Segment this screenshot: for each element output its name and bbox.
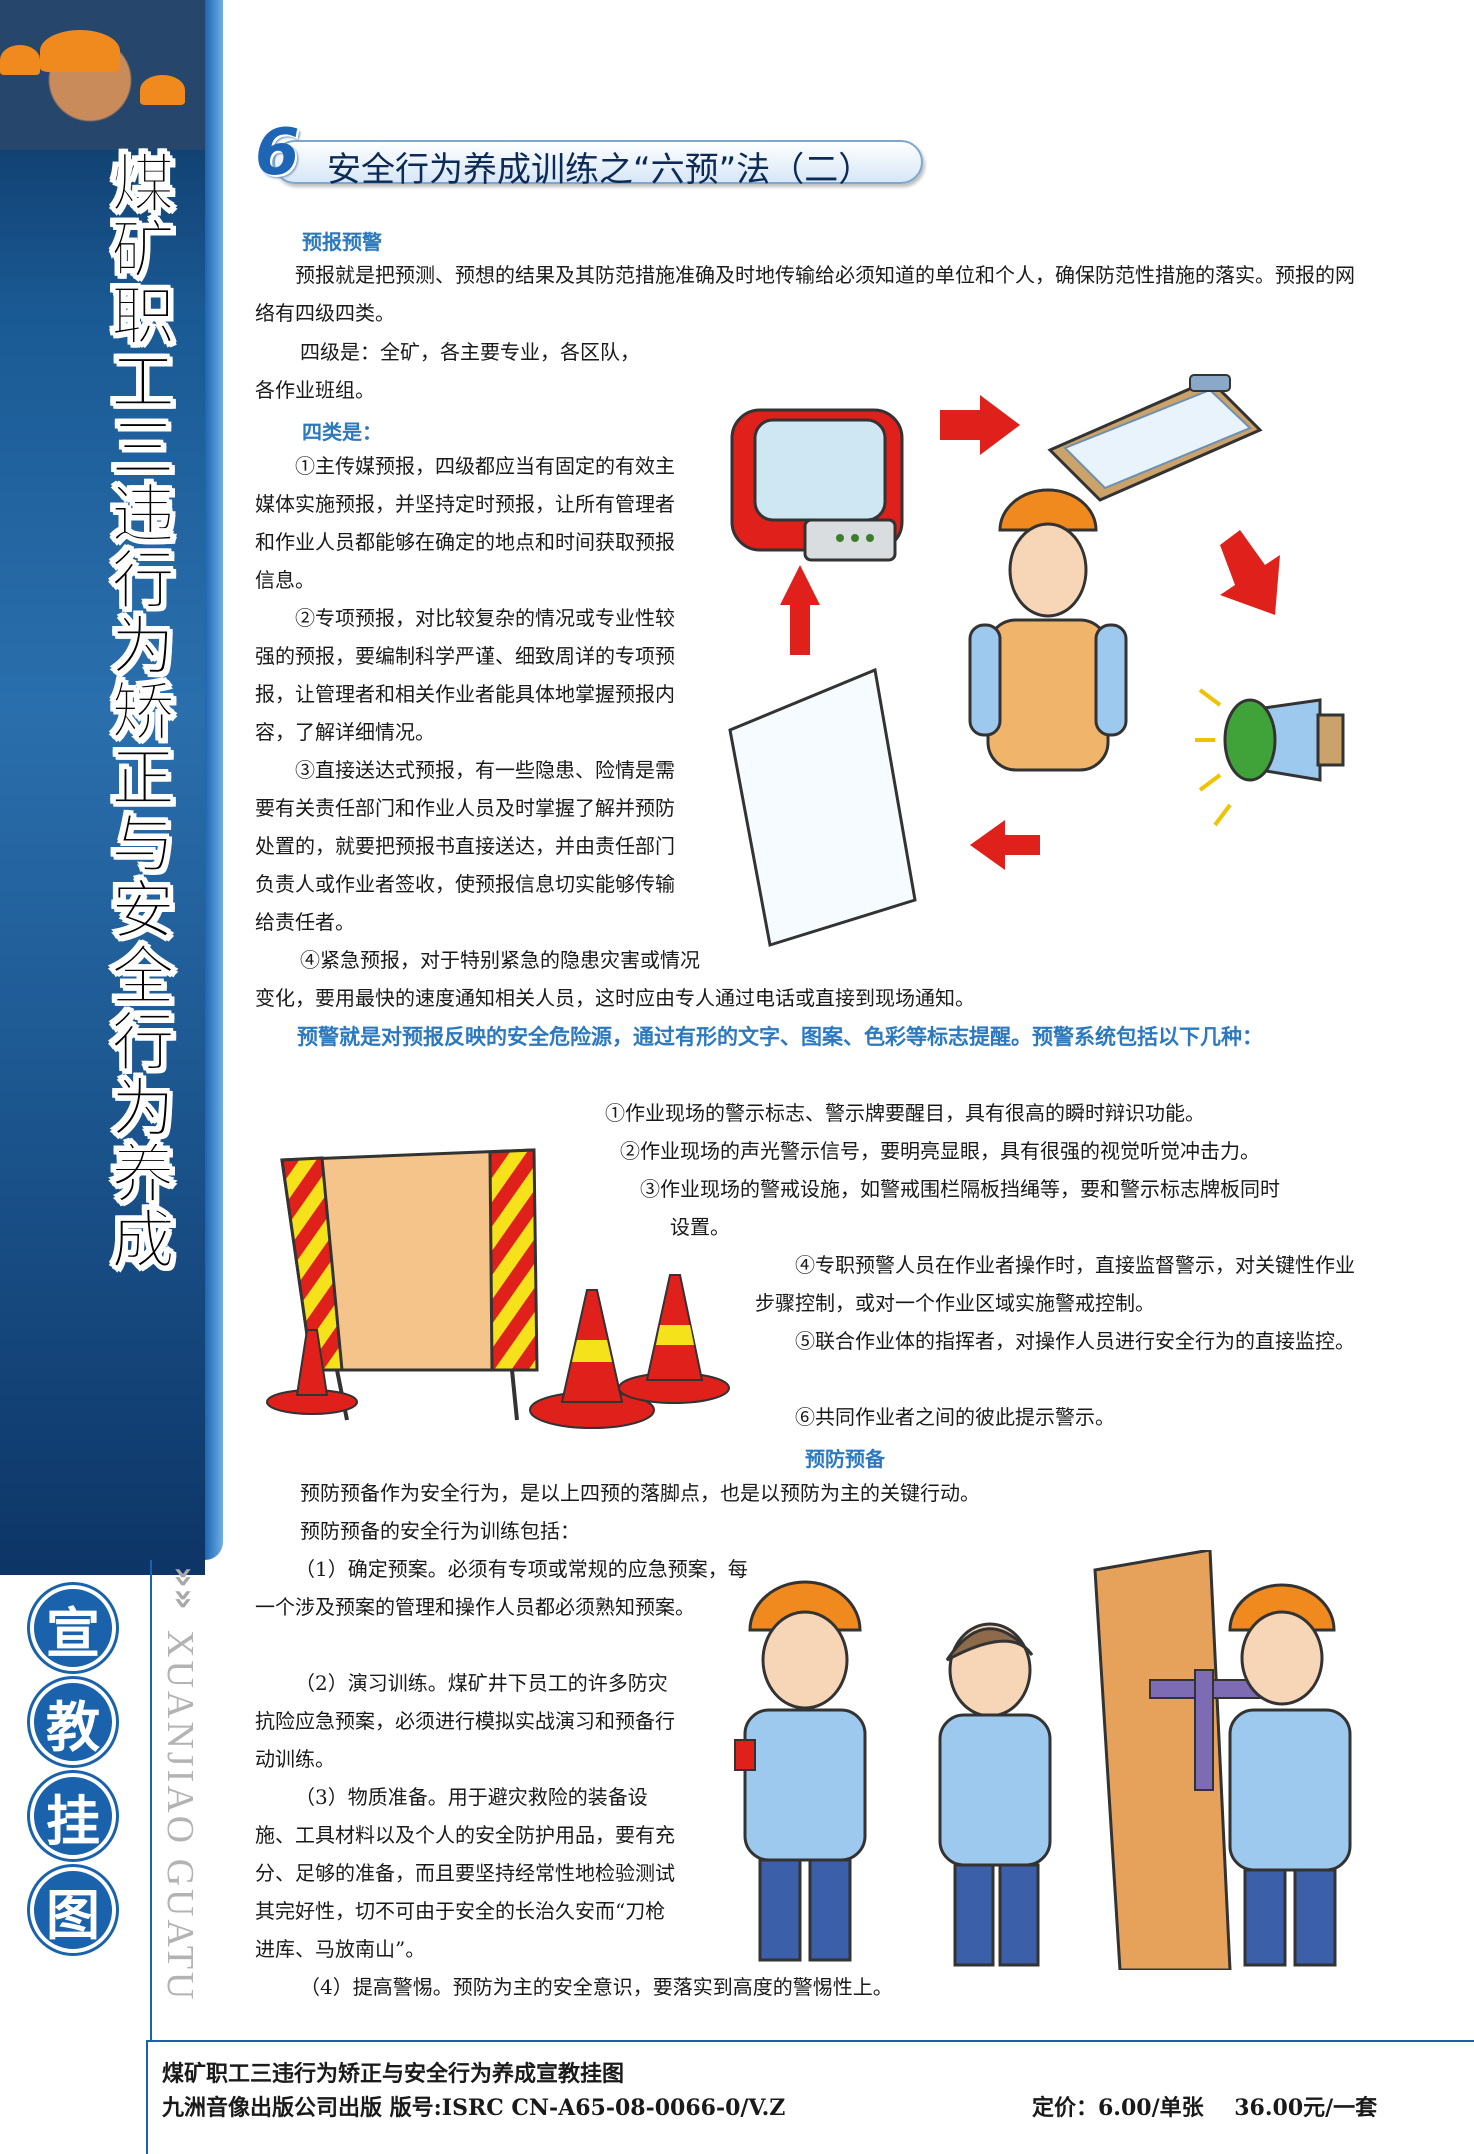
list-item: （3）物质准备。用于避灾救险的装备设施、工具材料以及个人的安全防护用品，要有充分… <box>255 1785 675 1961</box>
arrow-down-icon <box>1220 530 1280 615</box>
miner-figure <box>968 488 1128 772</box>
warning-intro: 预警就是对预报反映的安全危险源，通过有形的文字、图案、色彩等标志提醒。预警系统包… <box>297 1025 1263 1049</box>
badge-char: 挂 <box>30 1773 116 1859</box>
section-number: 6 <box>255 116 300 190</box>
badge-char: 教 <box>30 1679 116 1765</box>
list-item: ④紧急预报，对于特别紧急的隐患灾害或情况 <box>300 948 700 972</box>
badge-stack: 宣 教 挂 图 <box>30 1585 130 1961</box>
miner-figure <box>734 1580 867 1962</box>
paragraph: 预报就是把预测、预想的结果及其防范措施准确及时地传输给必须知道的单位和个人，确保… <box>255 263 1355 325</box>
list-item: （4）提高警惕。预防为主的安全意识，要落实到高度的警惕性上。 <box>300 1975 893 1999</box>
paragraph: 预防预备的安全行为训练包括： <box>300 1519 580 1543</box>
paragraph: 各作业班组。 <box>255 378 375 402</box>
side-title: 煤矿职工三违行为矫正与安全行为养成 <box>100 150 175 1273</box>
paragraph: 预防预备作为安全行为，是以上四预的落脚点，也是以预防为主的关键行动。 <box>300 1481 980 1505</box>
divider <box>146 2040 1474 2042</box>
footer-publisher: 九洲音像出版公司出版 版号:ISRC CN-A65-08-0066-0/V.Z <box>162 2095 786 2121</box>
paper-icon <box>728 667 917 947</box>
footer-left-block <box>0 2040 146 2154</box>
header-pill <box>273 140 923 184</box>
list-item: 设置。 <box>670 1215 730 1239</box>
badge-char: 图 <box>30 1867 116 1953</box>
list-item: ④专职预警人员在作业者操作时，直接监督警示，对关键性作业步骤控制，或对一个作业区… <box>755 1253 1355 1315</box>
badge-char: 宣 <box>30 1585 116 1671</box>
heading-four-types: 四类是： <box>302 420 382 444</box>
miner-figure <box>938 1622 1052 1967</box>
heading-prevent: 预防预备 <box>805 1447 885 1471</box>
list-item: ①作业现场的警示标志、警示牌要醒目，具有很高的瞬时辩识功能。 <box>605 1101 1205 1125</box>
paragraph: 四级是：全矿，各主要专业，各区队， <box>300 340 640 364</box>
list-item: ②专项预报，对比较复杂的情况或专业性较强的预报，要编制科学严谨、细致周详的专项预… <box>255 606 675 744</box>
miner-photo <box>0 0 205 150</box>
heading-forecast: 预报预警 <box>302 230 382 254</box>
megaphone-icon <box>1195 688 1345 827</box>
footer-title: 煤矿职工三违行为矫正与安全行为养成宣教挂图 <box>162 2061 625 2087</box>
traffic-cone-icon <box>266 1329 358 1415</box>
arrow-right-icon <box>940 395 1020 455</box>
arrow-left-icon <box>970 820 1040 870</box>
divider <box>146 2040 148 2154</box>
list-item: ⑥共同作业者之间的彼此提示警示。 <box>795 1405 1115 1429</box>
traffic-cone-icon <box>618 1274 730 1404</box>
pinyin-label: XUANJIAO GUATU <box>159 1630 201 2003</box>
forecast-cycle-illustration <box>728 374 1345 947</box>
tv-icon <box>730 408 904 562</box>
list-item: ②作业现场的声光警示信号，要明亮显眼，具有很强的视觉听觉冲击力。 <box>620 1139 1260 1163</box>
section-header: 6 安全行为养成训练之“六预”法（二） <box>255 116 925 190</box>
side-banner: 煤矿职工三违行为矫正与安全行为养成 <box>0 0 205 1575</box>
footer-price: 定价：6.00/单张 36.00元/一套 <box>1032 2095 1378 2121</box>
side-rail <box>205 0 223 1560</box>
page-title: 安全行为养成训练之“六预”法（二） <box>327 150 873 190</box>
barrier-illustration <box>266 1148 730 1429</box>
miner-figure <box>1228 1583 1352 1967</box>
clipboard-icon <box>1047 374 1263 502</box>
miners-illustration <box>734 1550 1352 1970</box>
wall-panel <box>1093 1550 1232 1970</box>
list-item: 变化，要用最快的速度通知相关人员，这时应由专人通过电话或直接到现场通知。 <box>255 986 975 1010</box>
list-item: （1）确定预案。必须有专项或常规的应急预案，每一个涉及预案的管理和操作人员都必须… <box>255 1557 748 1619</box>
divider <box>150 1560 152 2040</box>
list-item: ③作业现场的警戒设施，如警戒围栏隔板挡绳等，要和警示标志牌板同时 <box>640 1177 1280 1201</box>
list-item: ③直接送达式预报，有一些隐患、险情是需要有关责任部门和作业人员及时掌握了解并预防… <box>255 758 675 934</box>
arrow-up-icon <box>780 565 820 655</box>
traffic-cone-icon <box>529 1289 655 1429</box>
list-item: ①主传媒预报，四级都应当有固定的有效主媒体实施预报，并坚持定时预报，让所有管理者… <box>255 454 675 592</box>
chevron-down-icon: »» <box>163 1566 204 1610</box>
list-item: （2）演习训练。煤矿井下员工的许多防灾抗险应急预案，必须进行模拟实战演习和预备行… <box>255 1671 675 1771</box>
list-item: ⑤联合作业体的指挥者，对操作人员进行安全行为的直接监控。 <box>795 1329 1355 1353</box>
